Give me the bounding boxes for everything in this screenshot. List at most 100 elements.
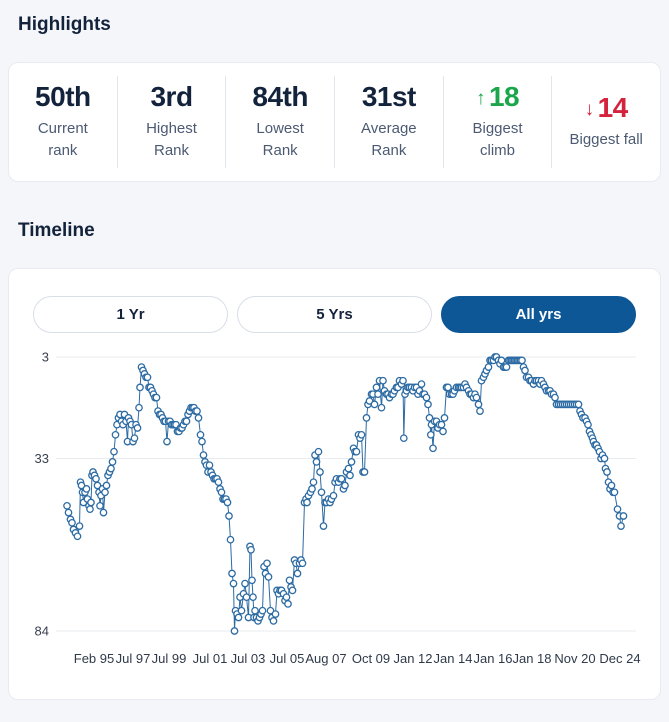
rank-data-point bbox=[214, 478, 223, 487]
rank-data-point bbox=[237, 606, 246, 615]
stat-value: 84th bbox=[252, 81, 308, 113]
rank-data-point bbox=[102, 481, 111, 490]
rank-data-point bbox=[293, 569, 302, 578]
rank-data-point bbox=[337, 474, 346, 483]
stat-cell-highest-rank: 3rd Highest Rank bbox=[118, 76, 227, 168]
rank-data-point bbox=[476, 407, 484, 415]
rank-data-point bbox=[282, 593, 291, 602]
x-axis-label: Jul 97 bbox=[116, 651, 151, 666]
rank-data-point bbox=[64, 508, 73, 517]
highlights-card: 50th Current rank 3rd Highest Rank 84th … bbox=[8, 62, 661, 182]
rank-data-point bbox=[429, 444, 437, 453]
rank-data-point bbox=[346, 471, 354, 480]
rank-data-point bbox=[223, 498, 232, 507]
rank-data-point bbox=[444, 383, 452, 392]
x-axis-label: Dec 24 bbox=[599, 651, 640, 666]
x-axis-label: Jan 16 bbox=[473, 651, 512, 666]
rank-data-point bbox=[308, 485, 316, 493]
rank-data-point bbox=[600, 454, 609, 463]
rank-data-point bbox=[228, 569, 236, 578]
x-axis-label: Jan 14 bbox=[433, 651, 472, 666]
rank-data-point bbox=[288, 586, 297, 595]
rank-data-point bbox=[229, 579, 238, 588]
stat-value: 50th bbox=[35, 81, 91, 113]
rank-data-point bbox=[226, 535, 235, 544]
rank-data-point bbox=[99, 508, 108, 517]
rank-data-point bbox=[163, 437, 171, 446]
rank-data-point bbox=[319, 522, 328, 530]
x-axis-label: Oct 09 bbox=[352, 651, 390, 666]
rank-data-point bbox=[248, 576, 256, 585]
rank-data-point bbox=[242, 593, 251, 602]
rank-data-point bbox=[357, 430, 366, 439]
rank-data-point bbox=[143, 373, 152, 382]
rank-data-point bbox=[312, 458, 321, 466]
rank-data-point bbox=[472, 393, 481, 402]
rank-data-point bbox=[360, 468, 369, 476]
stat-label: Lowest Rank bbox=[256, 120, 304, 160]
stat-value: ↑ 18 bbox=[476, 82, 520, 111]
rank-data-point bbox=[68, 518, 76, 527]
rank-data-point bbox=[521, 366, 529, 375]
stat-label: Current rank bbox=[37, 120, 88, 160]
rank-data-point bbox=[196, 430, 205, 439]
rank-data-point bbox=[437, 420, 446, 429]
rank-data-point bbox=[484, 363, 493, 371]
rank-data-point bbox=[424, 400, 432, 409]
rank-data-point bbox=[377, 403, 386, 412]
stat-cell-biggest-fall: ↓ 14 Biggest fall bbox=[552, 76, 660, 168]
y-axis-label-33: 33 bbox=[35, 451, 49, 466]
timeline-heading: Timeline bbox=[18, 220, 95, 241]
rank-data-point bbox=[269, 617, 278, 625]
rank-data-point bbox=[247, 545, 255, 554]
rank-data-point bbox=[234, 613, 243, 622]
x-axis-label: Jul 01 bbox=[193, 651, 228, 666]
rank-data-point bbox=[372, 383, 381, 392]
rank-data-point bbox=[241, 579, 249, 588]
y-axis-label-3: 3 bbox=[42, 350, 49, 365]
rank-data-point bbox=[399, 376, 407, 385]
rank-data-point bbox=[426, 430, 435, 439]
rank-data-point bbox=[341, 481, 349, 490]
stat-value: 31st bbox=[361, 81, 417, 113]
stat-label: Average Rank bbox=[361, 120, 417, 160]
rank-data-point bbox=[130, 434, 139, 443]
rank-data-point bbox=[225, 512, 233, 520]
rank-data-point bbox=[518, 356, 526, 365]
rank-data-point bbox=[316, 468, 324, 476]
y-axis-label-84: 84 bbox=[35, 624, 49, 639]
rank-data-point bbox=[198, 437, 206, 446]
x-axis-label: Nov 20 bbox=[554, 651, 595, 666]
rank-data-point bbox=[251, 606, 259, 615]
rank-data-point bbox=[314, 447, 323, 456]
rank-data-point bbox=[271, 610, 280, 618]
x-axis-label: Feb 95 bbox=[74, 651, 114, 666]
rank-data-point bbox=[217, 488, 226, 497]
stat-value: ↓ 14 bbox=[585, 93, 629, 122]
range-button-all-yrs[interactable]: All yrs bbox=[441, 296, 636, 333]
rank-data-point bbox=[584, 420, 592, 429]
rank-data-point bbox=[101, 488, 109, 497]
rank-data-point bbox=[379, 376, 387, 385]
rank-data-point bbox=[607, 481, 616, 490]
rank-data-point bbox=[344, 464, 353, 473]
x-axis-label: Jan 12 bbox=[393, 651, 432, 666]
rank-data-point bbox=[374, 390, 382, 399]
rank-data-point bbox=[329, 491, 338, 500]
rank-data-point bbox=[258, 606, 267, 615]
highlights-heading: Highlights bbox=[18, 14, 111, 35]
rank-data-point bbox=[263, 559, 271, 568]
rank-data-point bbox=[133, 424, 142, 432]
rank-data-point bbox=[502, 363, 511, 371]
x-axis-label: Jul 03 bbox=[231, 651, 266, 666]
range-selector: 1 Yr 5 Yrs All yrs bbox=[9, 269, 660, 333]
rank-data-point bbox=[440, 414, 449, 422]
rank-data-point bbox=[551, 393, 559, 402]
range-button-1yr[interactable]: 1 Yr bbox=[33, 296, 228, 333]
range-button-5yrs[interactable]: 5 Yrs bbox=[237, 296, 432, 333]
stat-cell-current-rank: 50th Current rank bbox=[9, 76, 118, 168]
stat-cell-biggest-climb: ↑ 18 Biggest climb bbox=[444, 76, 553, 168]
rank-data-point bbox=[108, 458, 117, 466]
rank-data-point bbox=[63, 501, 71, 510]
